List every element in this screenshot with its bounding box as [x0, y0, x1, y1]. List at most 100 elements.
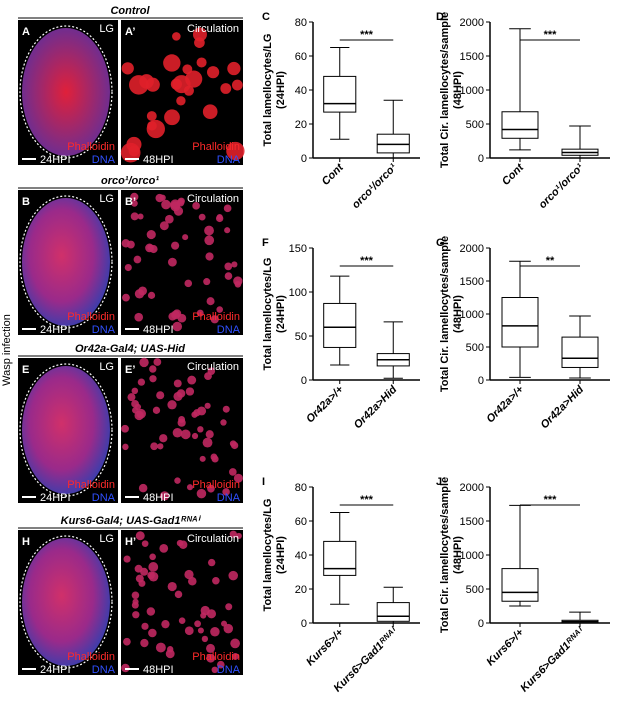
cell [147, 291, 156, 299]
y-tick-label: 60 [295, 51, 307, 63]
cell [220, 83, 232, 94]
y-tick-label: 60 [295, 516, 307, 528]
cell [170, 78, 182, 90]
y-axis-label: (24HPI) [275, 71, 287, 109]
lg-outline [19, 195, 113, 329]
cell [127, 393, 136, 402]
box [501, 568, 539, 602]
cell [152, 406, 161, 414]
lg-outline [19, 363, 113, 497]
y-axis-label: Total Cir. lamellocytes/sample [439, 12, 451, 168]
y-tick-label: 20 [295, 119, 307, 131]
stain-phalloidin: Phalloidin [67, 311, 115, 323]
stain-dna: DNA [92, 154, 116, 166]
cell [186, 484, 194, 491]
cell [220, 419, 227, 426]
cell [163, 54, 181, 72]
cell [134, 403, 142, 411]
cell [223, 623, 234, 634]
panel-letter: F [262, 237, 269, 249]
x-tick-label: orco¹/orco¹ [537, 161, 587, 211]
region-label: LG [99, 193, 114, 205]
cell [211, 666, 218, 674]
cell [173, 391, 183, 401]
stain-dna: DNA [217, 492, 241, 504]
box [501, 111, 539, 139]
y-tick-label: 100 [289, 287, 307, 299]
cell [164, 109, 180, 126]
cell [165, 214, 174, 224]
cell [161, 620, 170, 629]
cell [131, 199, 138, 207]
cell [122, 443, 129, 451]
cell [200, 612, 207, 619]
cell [182, 234, 189, 241]
significance-label: *** [360, 255, 374, 267]
cell [132, 611, 140, 619]
cell [231, 652, 239, 660]
stain-dna: DNA [217, 154, 241, 166]
y-tick-label: 1000 [460, 309, 484, 321]
stain-dna: DNA [92, 492, 116, 504]
cell [187, 375, 197, 385]
cell [149, 365, 157, 373]
cell [159, 194, 166, 201]
cell [225, 603, 233, 611]
cell [138, 579, 146, 587]
lg-tissue [22, 366, 110, 494]
panel-letter: D [436, 11, 444, 23]
region-label: LG [99, 23, 114, 35]
y-axis-label: Total lamellocytes/LG [262, 258, 274, 371]
cell [155, 642, 166, 653]
cell [196, 57, 207, 68]
lg-outline [19, 25, 113, 159]
side-label: Wasp infection [1, 314, 13, 386]
cell [210, 315, 219, 324]
time-label: 48HPI [143, 664, 174, 676]
cell [197, 627, 204, 634]
panel-letter: E [22, 364, 29, 376]
box [561, 336, 599, 368]
cell [206, 643, 216, 653]
cell [185, 387, 195, 396]
cell [133, 255, 142, 264]
cell [140, 638, 149, 648]
cell [197, 406, 207, 416]
cell [146, 119, 165, 139]
y-tick-label: 500 [466, 342, 484, 354]
cell [135, 531, 145, 541]
cell [139, 74, 154, 89]
time-label: 24HPI [40, 492, 71, 504]
box [501, 297, 539, 348]
y-tick-label: 2000 [460, 482, 484, 494]
y-tick-label: 0 [478, 153, 484, 165]
cell [148, 628, 157, 638]
panel-letter: B’ [125, 196, 136, 208]
cell [126, 240, 135, 249]
cell [172, 321, 183, 332]
lg-outline [19, 535, 113, 669]
y-tick-label: 0 [478, 375, 484, 387]
cell [230, 638, 240, 649]
x-tick-label: Or42a>/+ [484, 383, 526, 425]
cell [216, 660, 225, 669]
cell [121, 424, 129, 433]
x-tick-label: Or42a>Hid [539, 383, 587, 431]
y-axis-label: (24HPI) [275, 536, 287, 574]
significance-label: *** [544, 494, 558, 506]
cell [159, 221, 169, 231]
cell [204, 225, 214, 236]
x-tick-label: Kurs6>/+ [484, 626, 526, 668]
x-tick-label: orco¹/orco¹ [350, 161, 400, 211]
cell [167, 400, 177, 410]
cell [174, 477, 181, 484]
time-label: 48HPI [143, 154, 174, 166]
y-tick-label: 80 [295, 17, 307, 29]
cell [167, 257, 177, 267]
region-label: Circulation [187, 193, 239, 205]
panel-letter: J [436, 476, 442, 488]
cell [174, 590, 183, 599]
cell [231, 79, 243, 91]
cell [148, 571, 159, 582]
y-tick-label: 2000 [460, 243, 484, 255]
